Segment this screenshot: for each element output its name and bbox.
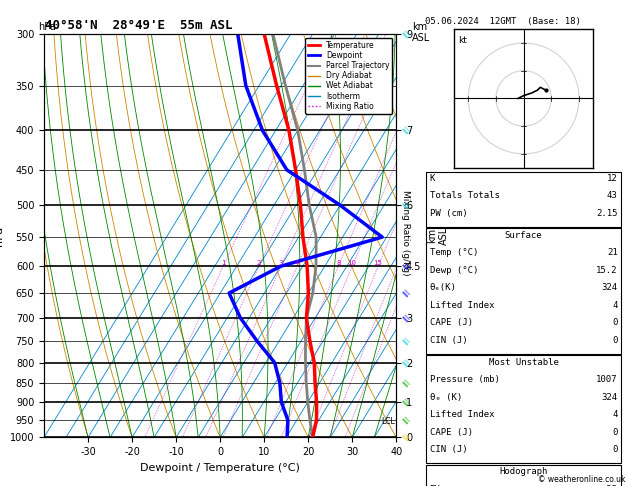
Text: Dewp (°C): Dewp (°C) [430, 266, 478, 275]
Text: 05.06.2024  12GMT  (Base: 18): 05.06.2024 12GMT (Base: 18) [425, 17, 581, 26]
Text: CAPE (J): CAPE (J) [430, 428, 472, 437]
Text: Hodograph: Hodograph [499, 467, 548, 476]
Text: 15.2: 15.2 [596, 266, 618, 275]
Text: Surface: Surface [505, 231, 542, 240]
Text: kt: kt [459, 36, 467, 45]
Text: EH: EH [430, 485, 440, 486]
Text: 0: 0 [612, 318, 618, 328]
Text: Mixing Ratio (g/kg): Mixing Ratio (g/kg) [401, 191, 410, 276]
Text: 4: 4 [612, 410, 618, 419]
Text: 324: 324 [601, 393, 618, 402]
Text: CAPE (J): CAPE (J) [430, 318, 472, 328]
Text: Most Unstable: Most Unstable [489, 358, 559, 367]
Text: |||: ||| [401, 433, 411, 442]
Text: |||: ||| [401, 415, 411, 425]
Text: LCL: LCL [381, 417, 395, 426]
Text: |||: ||| [401, 261, 411, 271]
Text: Totals Totals: Totals Totals [430, 191, 499, 201]
Text: Lifted Index: Lifted Index [430, 410, 494, 419]
Text: Lifted Index: Lifted Index [430, 301, 494, 310]
Text: 3: 3 [279, 260, 283, 266]
Text: |||: ||| [401, 125, 411, 136]
Text: |||: ||| [401, 288, 411, 298]
Text: 1007: 1007 [596, 375, 618, 384]
Text: |||: ||| [401, 313, 411, 323]
Text: 40°58'N  28°49'E  55m ASL: 40°58'N 28°49'E 55m ASL [45, 19, 232, 33]
Text: Pressure (mb): Pressure (mb) [430, 375, 499, 384]
Text: 0: 0 [612, 336, 618, 345]
X-axis label: Dewpoint / Temperature (°C): Dewpoint / Temperature (°C) [140, 463, 300, 473]
Text: Temp (°C): Temp (°C) [430, 248, 478, 258]
Text: CIN (J): CIN (J) [430, 336, 467, 345]
Text: 12: 12 [607, 174, 618, 183]
Text: 21: 21 [607, 248, 618, 258]
Text: hPa: hPa [38, 22, 55, 32]
Text: |||: ||| [401, 378, 411, 388]
Text: 0: 0 [612, 428, 618, 437]
Text: -22: -22 [601, 485, 618, 486]
Text: |||: ||| [401, 358, 411, 367]
Text: |||: ||| [401, 336, 411, 346]
Text: |||: ||| [401, 397, 411, 407]
Text: θₑ (K): θₑ (K) [430, 393, 462, 402]
Text: 4: 4 [612, 301, 618, 310]
Text: © weatheronline.co.uk: © weatheronline.co.uk [538, 474, 626, 484]
Text: PW (cm): PW (cm) [430, 209, 467, 218]
Text: θₑ(K): θₑ(K) [430, 283, 457, 293]
Text: K: K [430, 174, 435, 183]
Text: km
ASL: km ASL [412, 22, 430, 43]
Text: 4: 4 [295, 260, 299, 266]
Text: 0: 0 [612, 445, 618, 454]
Text: 1: 1 [221, 260, 226, 266]
Text: |||: ||| [401, 29, 411, 39]
Text: 2.15: 2.15 [596, 209, 618, 218]
Text: |||: ||| [401, 200, 411, 210]
Text: 2: 2 [257, 260, 261, 266]
Text: 324: 324 [601, 283, 618, 293]
Text: 43: 43 [607, 191, 618, 201]
Y-axis label: hPa: hPa [0, 226, 4, 246]
Y-axis label: km
ASL: km ASL [427, 226, 448, 245]
Legend: Temperature, Dewpoint, Parcel Trajectory, Dry Adiabat, Wet Adiabat, Isotherm, Mi: Temperature, Dewpoint, Parcel Trajectory… [305, 38, 392, 114]
Text: 10: 10 [348, 260, 357, 266]
Text: 8: 8 [336, 260, 340, 266]
Text: CIN (J): CIN (J) [430, 445, 467, 454]
Text: 15: 15 [374, 260, 382, 266]
